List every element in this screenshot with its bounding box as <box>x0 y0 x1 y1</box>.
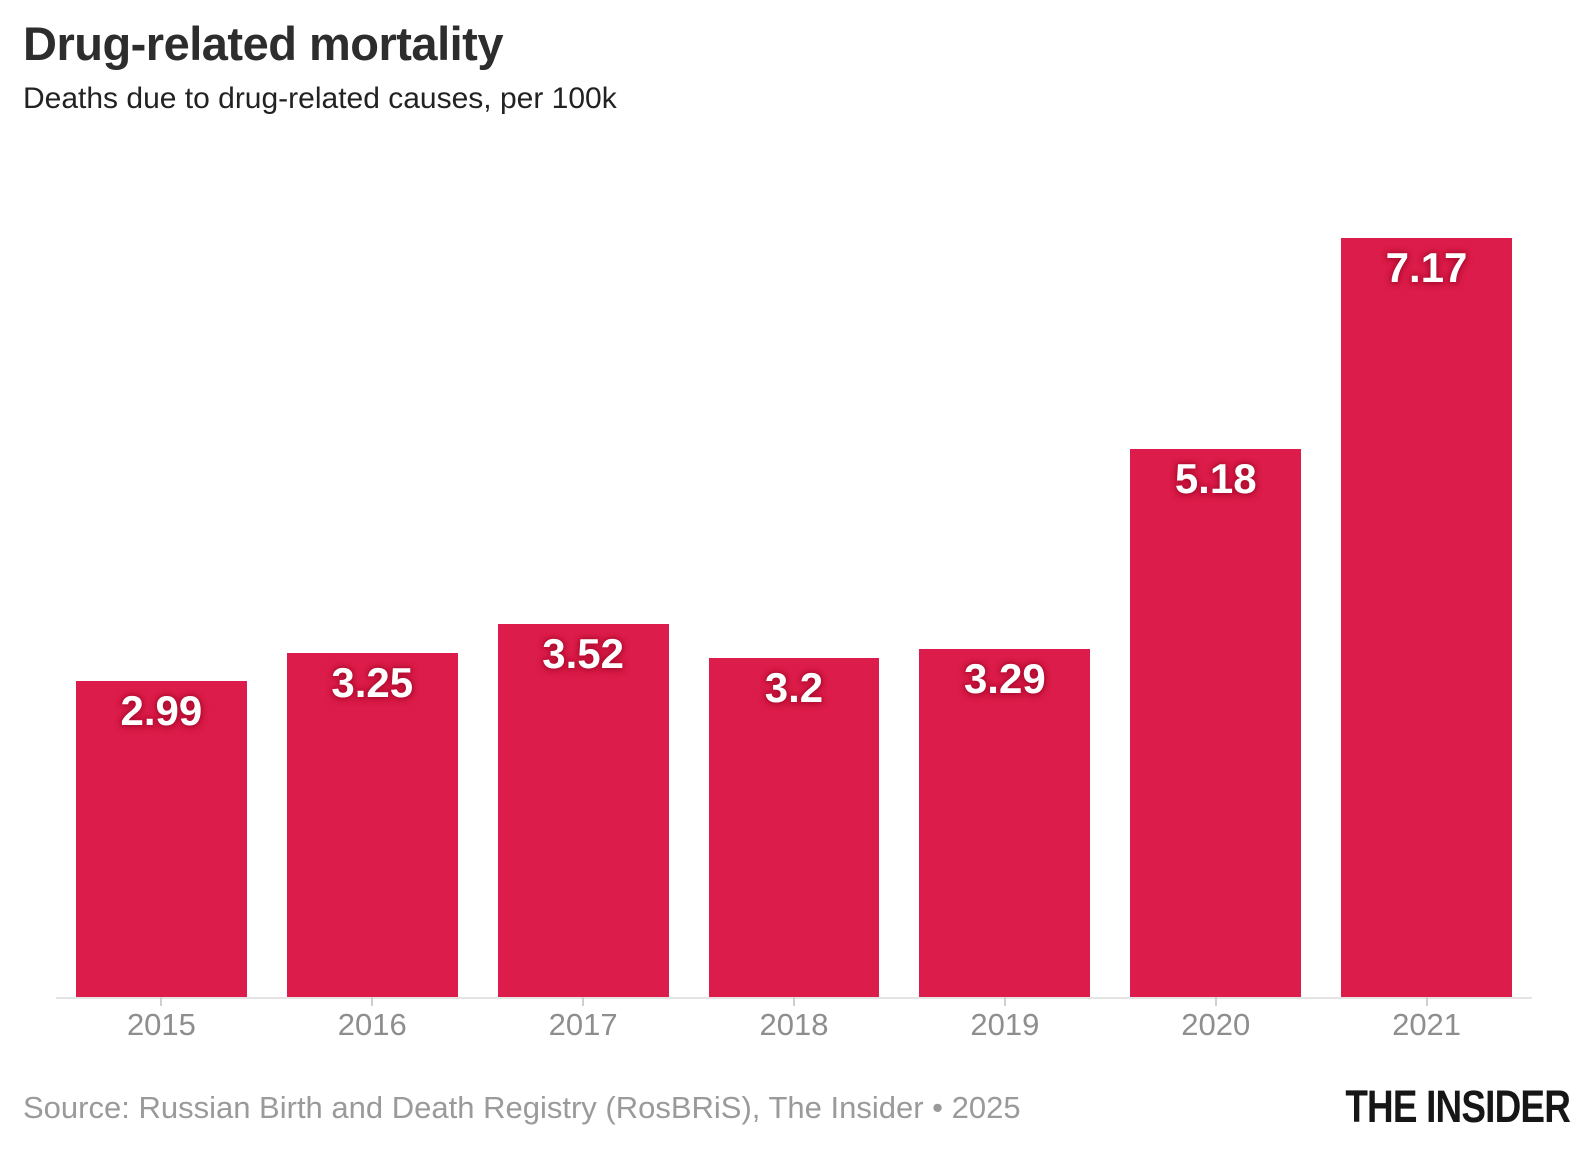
publisher-logo: THE INSIDER <box>1345 1081 1571 1132</box>
bar-slot-2017: 3.52 2017 <box>478 238 689 1040</box>
bar-2021: 7.17 <box>1341 238 1512 997</box>
x-axis-tick <box>1425 997 1428 1006</box>
bar-value-label: 3.52 <box>542 630 624 678</box>
bar-2020: 5.18 <box>1130 448 1302 997</box>
x-axis-label-2020: 2020 <box>1181 1007 1251 1042</box>
x-axis-tick <box>371 997 374 1006</box>
x-axis-tick <box>1003 997 1006 1006</box>
bar-2018: 3.2 <box>708 658 880 997</box>
source-note: Source: Russian Birth and Death Registry… <box>23 1090 1021 1125</box>
bar-value-label: 7.17 <box>1385 244 1468 291</box>
x-axis-label-2019: 2019 <box>970 1007 1040 1042</box>
x-axis-tick <box>160 997 163 1006</box>
x-axis-label-2017: 2017 <box>548 1007 618 1042</box>
bar-value-label: 5.18 <box>1174 454 1257 502</box>
bar-value-label: 3.2 <box>764 664 824 712</box>
bar-slot-2019: 3.29 2019 <box>899 238 1110 1040</box>
bar-2019: 3.29 <box>919 648 1091 997</box>
bar-slot-2015: 2.99 2015 <box>56 238 267 1040</box>
bar-slot-2020: 5.18 2020 <box>1110 238 1321 1040</box>
x-axis-label-2021: 2021 <box>1392 1007 1462 1042</box>
bar-2015: 2.99 <box>76 680 247 997</box>
x-axis-label-2015: 2015 <box>126 1007 196 1042</box>
x-axis-label-2016: 2016 <box>337 1007 407 1042</box>
bar-2017: 3.52 <box>497 624 669 997</box>
x-axis-label-2018: 2018 <box>759 1007 829 1042</box>
bar-chart: 2.99 2015 3.25 2016 3.52 2017 3.2 2018 3.29 2019 5… <box>56 238 1532 1040</box>
bar-value-label: 2.99 <box>120 686 203 734</box>
bar-value-label: 3.25 <box>331 658 414 706</box>
x-axis-tick <box>792 997 795 1006</box>
bar-slot-2021: 7.17 2021 <box>1321 238 1532 1040</box>
x-axis-tick <box>1214 997 1217 1006</box>
bar-2016: 3.25 <box>286 652 458 997</box>
x-axis-tick <box>582 997 585 1006</box>
bar-slot-2018: 3.2 2018 <box>689 238 900 1040</box>
chart-title: Drug-related mortality <box>23 17 503 70</box>
bar-value-label: 3.29 <box>963 654 1046 702</box>
chart-subtitle: Deaths due to drug-related causes, per 1… <box>23 82 617 115</box>
bar-slot-2016: 3.25 2016 <box>267 238 478 1040</box>
